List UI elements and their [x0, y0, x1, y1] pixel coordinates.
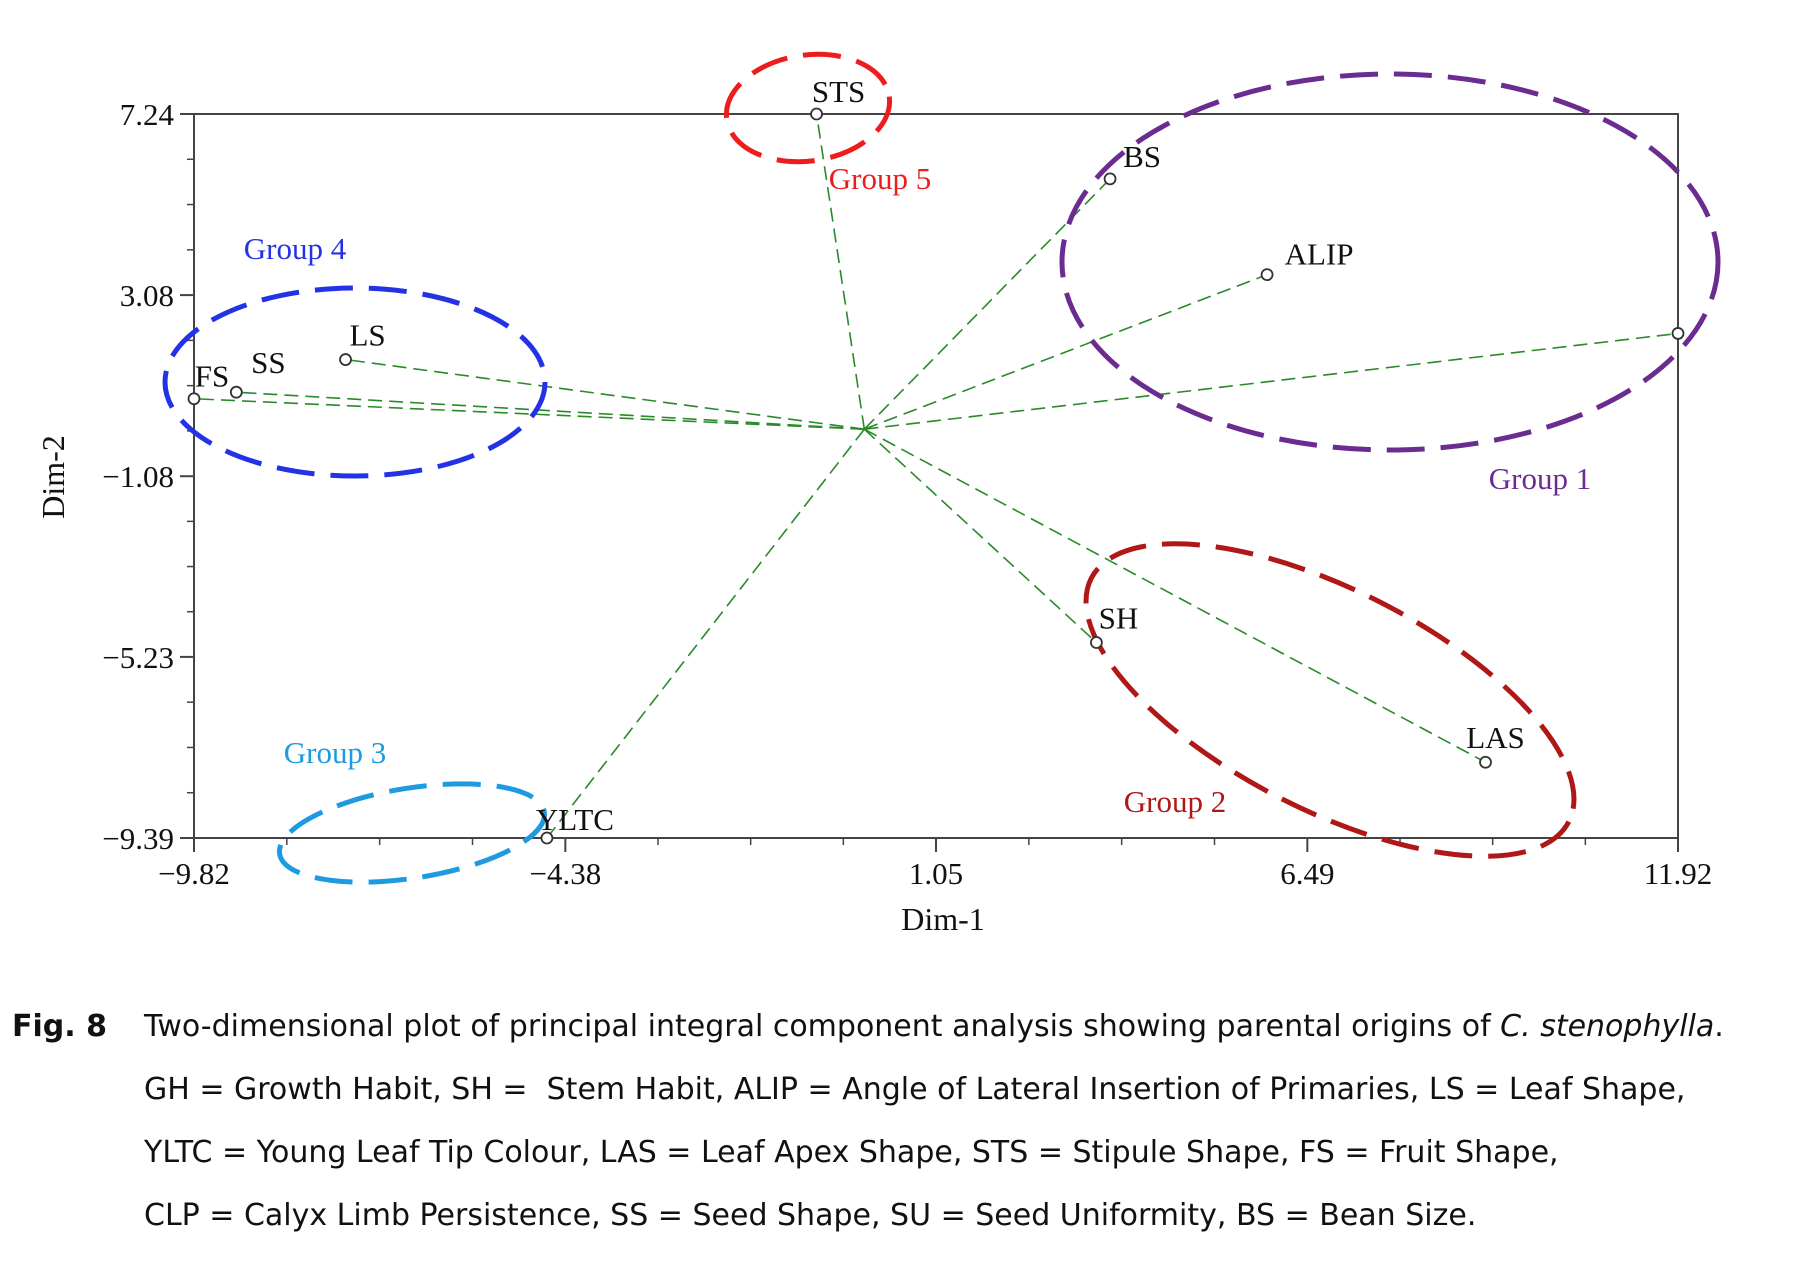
loading-ray [863, 428, 1097, 644]
point-label: LAS [1466, 720, 1525, 755]
group-label: Group 5 [829, 161, 931, 196]
data-points [187, 107, 1685, 845]
point-label: SS [251, 345, 285, 380]
caption-line-1: Two-dimensional plot of principal integr… [144, 1009, 1724, 1044]
group-ellipse [162, 285, 548, 479]
data-point [1260, 268, 1274, 282]
pca-biplot: −9.82 −4.38 1.05 6.49 11.92 7.24 3.08 −1.08 −5.2… [35, 51, 1721, 937]
data-point [339, 353, 352, 366]
data-point [1090, 636, 1103, 649]
group-label: Group 1 [1489, 461, 1591, 496]
loading-ray [864, 273, 1268, 430]
point-labels: STS BS ALIP LS SS FS SH LAS YLTC [195, 74, 1525, 837]
data-point [540, 831, 554, 845]
y-tick-label: 3.08 [120, 278, 174, 313]
point-label: STS [812, 74, 865, 109]
x-tick-label: −4.38 [529, 856, 601, 891]
caption-line-4: CLP = Calyx Limb Persistence, SS = Seed … [144, 1198, 1477, 1233]
point-label: ALIP [1285, 237, 1354, 272]
y-axis-label: Dim-2 [35, 435, 71, 519]
y-tick-label: 7.24 [120, 97, 175, 132]
y-tick-label: −5.23 [102, 640, 174, 675]
data-point [1479, 755, 1492, 769]
loading-ray [863, 428, 1486, 763]
group-label: Group 4 [244, 231, 347, 266]
point-label: BS [1123, 139, 1161, 174]
loading-ray [546, 428, 865, 839]
loading-ray [345, 358, 865, 430]
group-ellipses [162, 51, 1721, 885]
caption-line-2: GH = Growth Habit, SH = Stem Habit, ALIP… [144, 1072, 1686, 1107]
loading-rays [193, 113, 1679, 839]
point-label: FS [195, 359, 229, 394]
loading-ray [815, 113, 866, 430]
group-ellipse [1059, 71, 1721, 453]
plot-frame [193, 113, 1679, 839]
group-ellipse [1083, 541, 1577, 859]
y-tick-label: −9.39 [102, 821, 174, 856]
figure-number: Fig. 8 [12, 1009, 107, 1044]
data-point [810, 107, 823, 121]
data-point [1671, 327, 1685, 340]
loading-ray [863, 178, 1111, 430]
caption-line-3: YLTC = Young Leaf Tip Colour, LAS = Leaf… [144, 1135, 1559, 1170]
loading-ray [864, 332, 1679, 430]
data-point [187, 392, 201, 406]
point-label: SH [1099, 601, 1139, 636]
point-label: LS [349, 318, 385, 353]
x-tick-label: 6.49 [1280, 856, 1334, 891]
axes: −9.82 −4.38 1.05 6.49 11.92 7.24 3.08 −1.08 −5.2… [102, 97, 1712, 891]
group-ellipse [723, 51, 893, 165]
group-label: Group 2 [1124, 784, 1226, 819]
point-label: YLTC [536, 802, 614, 837]
x-axis-label: Dim-1 [901, 901, 985, 937]
x-tick-label: 1.05 [909, 856, 963, 891]
data-point [229, 385, 243, 399]
species-name: C. stenophylla [1500, 1009, 1715, 1044]
x-tick-label: 11.92 [1644, 856, 1713, 891]
group-ellipse [276, 781, 548, 885]
loading-ray [193, 397, 865, 430]
data-point [1103, 172, 1117, 186]
loading-ray [236, 391, 865, 430]
group-label: Group 3 [284, 735, 386, 770]
group-labels: Group 1 Group 2 Group 3 Group 4 Group 5 [244, 161, 1591, 819]
y-tick-label: −1.08 [102, 459, 174, 494]
x-tick-label: −9.82 [158, 856, 230, 891]
